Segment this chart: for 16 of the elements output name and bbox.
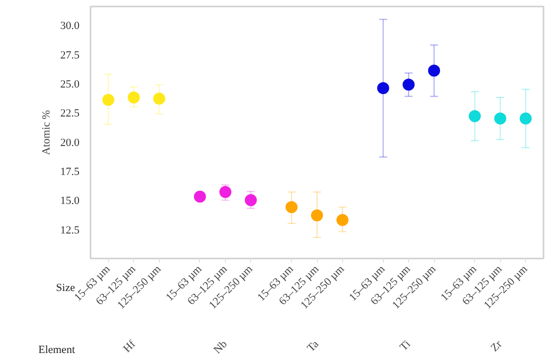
text: Ti bbox=[398, 338, 413, 354]
y-tick-label: 22.5 bbox=[60, 108, 80, 120]
text: Size bbox=[56, 281, 75, 296]
y-tick-label: 17.5 bbox=[60, 166, 80, 178]
y-tick-label: 15.0 bbox=[60, 195, 80, 208]
y-tick-label: 12.5 bbox=[60, 224, 80, 236]
text: Nb bbox=[212, 338, 230, 356]
text: Zr bbox=[488, 338, 505, 354]
text: Hf bbox=[121, 338, 138, 355]
y-tick-label: 27.5 bbox=[60, 49, 80, 62]
y-tick-label: 20.0 bbox=[60, 136, 80, 149]
text: Element bbox=[38, 343, 75, 358]
y-tick-label: 25.0 bbox=[60, 78, 80, 90]
y-tick-label: 30.0 bbox=[60, 20, 80, 32]
y-axis-title: Atomic % bbox=[40, 110, 52, 155]
text: Ta bbox=[305, 338, 322, 354]
